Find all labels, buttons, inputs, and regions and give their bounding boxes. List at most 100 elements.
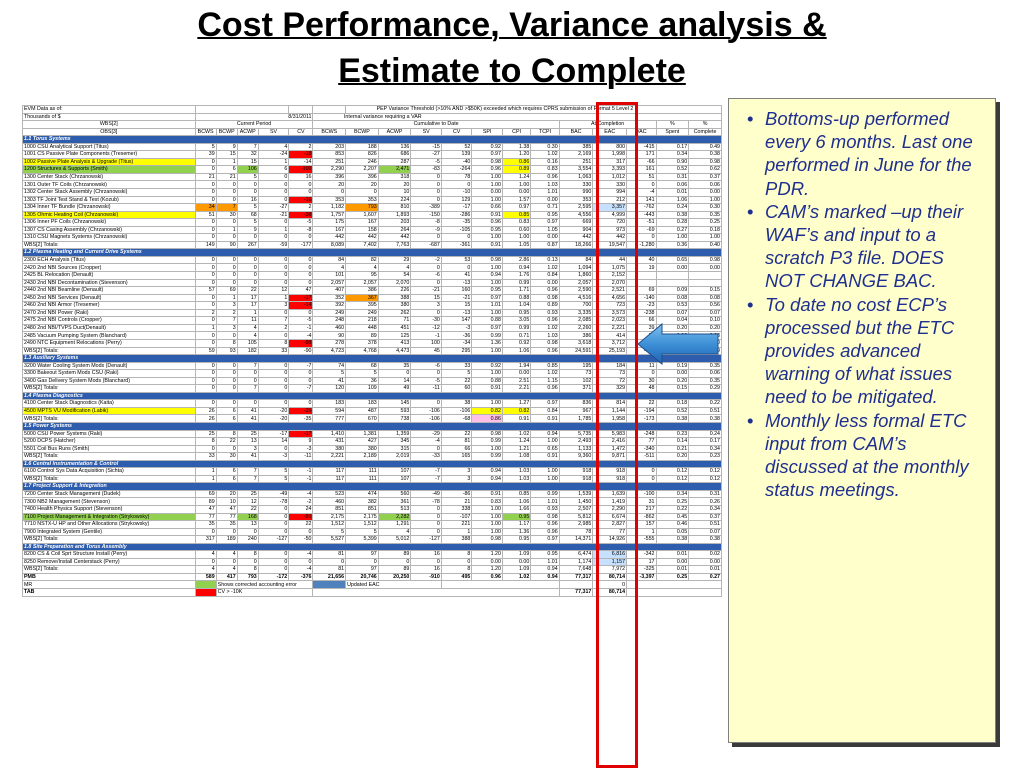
cell-bcws: 81 bbox=[312, 550, 347, 559]
table-row: 4100 Center Stack Diagnostics (Kaita) 0 0 0… bbox=[22, 399, 722, 408]
wbs-header: WBS[2] bbox=[22, 120, 196, 129]
cell-tcpi: 0.91 bbox=[530, 452, 560, 461]
column-header: VAC bbox=[626, 127, 657, 137]
cell-cpi: 1.71 bbox=[501, 286, 532, 295]
totals-row: WBS[2] Totals: 317 189 240 -127 -50 5,527 5,399… bbox=[22, 535, 722, 544]
cell-spent: 0.22 bbox=[655, 505, 690, 514]
cell-eac: 720 bbox=[592, 218, 628, 227]
cell-cv: 3 bbox=[440, 467, 473, 476]
cell-acwp: 145 bbox=[377, 399, 412, 408]
cell-sv: -59 bbox=[257, 240, 290, 250]
cell-bac: 2,595 bbox=[558, 203, 594, 212]
cell-spi: 0.95 bbox=[471, 225, 503, 235]
cell-eac: 72 bbox=[592, 376, 628, 386]
cell-spent: 0.31 bbox=[655, 172, 690, 182]
cell-spi: 0.94 bbox=[471, 467, 503, 476]
cell-vac: -511 bbox=[626, 452, 657, 461]
cell-bcwp: 93 bbox=[215, 346, 238, 356]
cell-eac: 2,023 bbox=[592, 316, 628, 325]
row-label: 7400 Health Physics Support (Stevenson) bbox=[22, 505, 196, 514]
table-row: 2300 ECH Analysis (Titus) 0 0 0 0 0 84 82 29 -2 53… bbox=[22, 255, 722, 265]
cell-complete: 1.00 bbox=[688, 195, 722, 205]
column-header: BCWP bbox=[215, 127, 238, 137]
cell-tcpi: 0.95 bbox=[530, 210, 560, 220]
cell-sv: -27 bbox=[257, 203, 290, 212]
cell-acwp: 8 bbox=[236, 550, 259, 559]
cell-bcwp: 396 bbox=[345, 172, 379, 182]
cell-cv: 15 bbox=[440, 301, 473, 310]
cell-complete: 0.38 bbox=[688, 150, 722, 159]
table-row: 1301 Outer TF Coils (Chrzanowski) 0 0 0 0 0 20… bbox=[22, 180, 722, 189]
cell-tcpi: 1.03 bbox=[530, 180, 560, 189]
cell-acwp: 451 bbox=[377, 323, 412, 333]
cell-complete: 0.08 bbox=[688, 293, 722, 303]
cell-acwp: 107 bbox=[377, 467, 412, 476]
cell-cv: -98 bbox=[288, 338, 314, 348]
cell-spi: 0.94 bbox=[471, 474, 503, 484]
cv-note: CV > -10K bbox=[215, 588, 314, 597]
cell-bcwp: 97 bbox=[345, 565, 379, 574]
cell-bcwp: 7,402 bbox=[345, 240, 379, 250]
cell-tcpi: 0.00 bbox=[530, 233, 560, 242]
cell-cpi: 1.05 bbox=[501, 240, 532, 250]
cell-sv: 0 bbox=[410, 233, 442, 242]
cell-bcwp: 380 bbox=[345, 444, 379, 454]
row-label: 3200 Water Cooling System Mods (Denault) bbox=[22, 361, 196, 371]
cell-eac: 80,714 bbox=[592, 572, 628, 582]
cell-sv: 0 bbox=[257, 263, 290, 273]
cell-tcpi: 1.00 bbox=[530, 474, 560, 484]
column-header: BCWS bbox=[194, 127, 217, 137]
cell-complete: 0.24 bbox=[688, 429, 722, 439]
cumulative-header: Cumulative to Date bbox=[312, 120, 560, 129]
cell-spent: 0.06 bbox=[655, 180, 690, 189]
cell-bcws: 183 bbox=[312, 399, 347, 408]
cell-bac: 371 bbox=[558, 384, 594, 393]
cell-bcwp: 1,607 bbox=[345, 210, 379, 220]
evm-table-body: 1.1 Torus Systems 1000 CSU Analytical Sup… bbox=[22, 135, 722, 582]
cell-spi: 0.98 bbox=[471, 255, 503, 265]
cell-cv: 147 bbox=[440, 316, 473, 325]
cell-bcws: 0 bbox=[194, 331, 217, 340]
cell-acwp: 1,359 bbox=[377, 429, 412, 439]
cell-bcwp: 69 bbox=[215, 286, 238, 295]
cell-eac: 5,983 bbox=[592, 429, 628, 439]
cell-acwp: 0 bbox=[377, 557, 412, 567]
cell-bcwp: 0 bbox=[215, 444, 238, 454]
cell-eac: 2,521 bbox=[592, 286, 628, 295]
cell-bcws: 396 bbox=[312, 172, 347, 182]
cell-tcpi: 0.89 bbox=[530, 301, 560, 310]
cell-acwp: 32 bbox=[236, 150, 259, 159]
cell-tcpi: 0.85 bbox=[530, 361, 560, 371]
cell-bcwp: 0 bbox=[215, 384, 238, 393]
cell-bcws: 460 bbox=[312, 323, 347, 333]
table-row: 1001 CS Passive Plate Components (Tresem… bbox=[22, 150, 722, 159]
cell-spi: 0.91 bbox=[471, 240, 503, 250]
cell-bcws: 4,723 bbox=[312, 346, 347, 356]
cell-acwp: 107 bbox=[377, 474, 412, 484]
cell-eac: 2,221 bbox=[592, 323, 628, 333]
cell-spent bbox=[655, 278, 690, 288]
cell-cv: 0 bbox=[288, 527, 314, 537]
cell-acwp: 810 bbox=[377, 203, 412, 212]
cell-cv: -90 bbox=[288, 346, 314, 356]
cell-bcwp: 442 bbox=[345, 233, 379, 242]
left-arrow-icon bbox=[637, 322, 719, 366]
cell-sv: 2 bbox=[257, 323, 290, 333]
cell-spi: 1.00 bbox=[471, 369, 503, 378]
cell-cpi: 1.21 bbox=[501, 444, 532, 454]
cell-vac: -340 bbox=[626, 444, 657, 454]
cell-complete: 0.30 bbox=[688, 203, 722, 212]
cell-bac: 1,785 bbox=[558, 414, 594, 423]
cell-spi: 1.20 bbox=[471, 565, 503, 574]
cell-spent: 0.38 bbox=[655, 210, 690, 220]
cell-complete: 0.56 bbox=[688, 301, 722, 310]
cell-bcws: 59 bbox=[194, 346, 217, 356]
cell-cpi: 0.82 bbox=[501, 406, 532, 416]
cell-spi: 0.92 bbox=[471, 361, 503, 371]
cell-bcwp: 5 bbox=[345, 527, 379, 537]
cell-cv: -1 bbox=[288, 474, 314, 484]
cell-acwp: 13 bbox=[236, 437, 259, 446]
cell-bcws: 20 bbox=[312, 180, 347, 189]
cell-complete: 0.00 bbox=[688, 557, 722, 567]
cell-bcwp: 0 bbox=[215, 399, 238, 408]
